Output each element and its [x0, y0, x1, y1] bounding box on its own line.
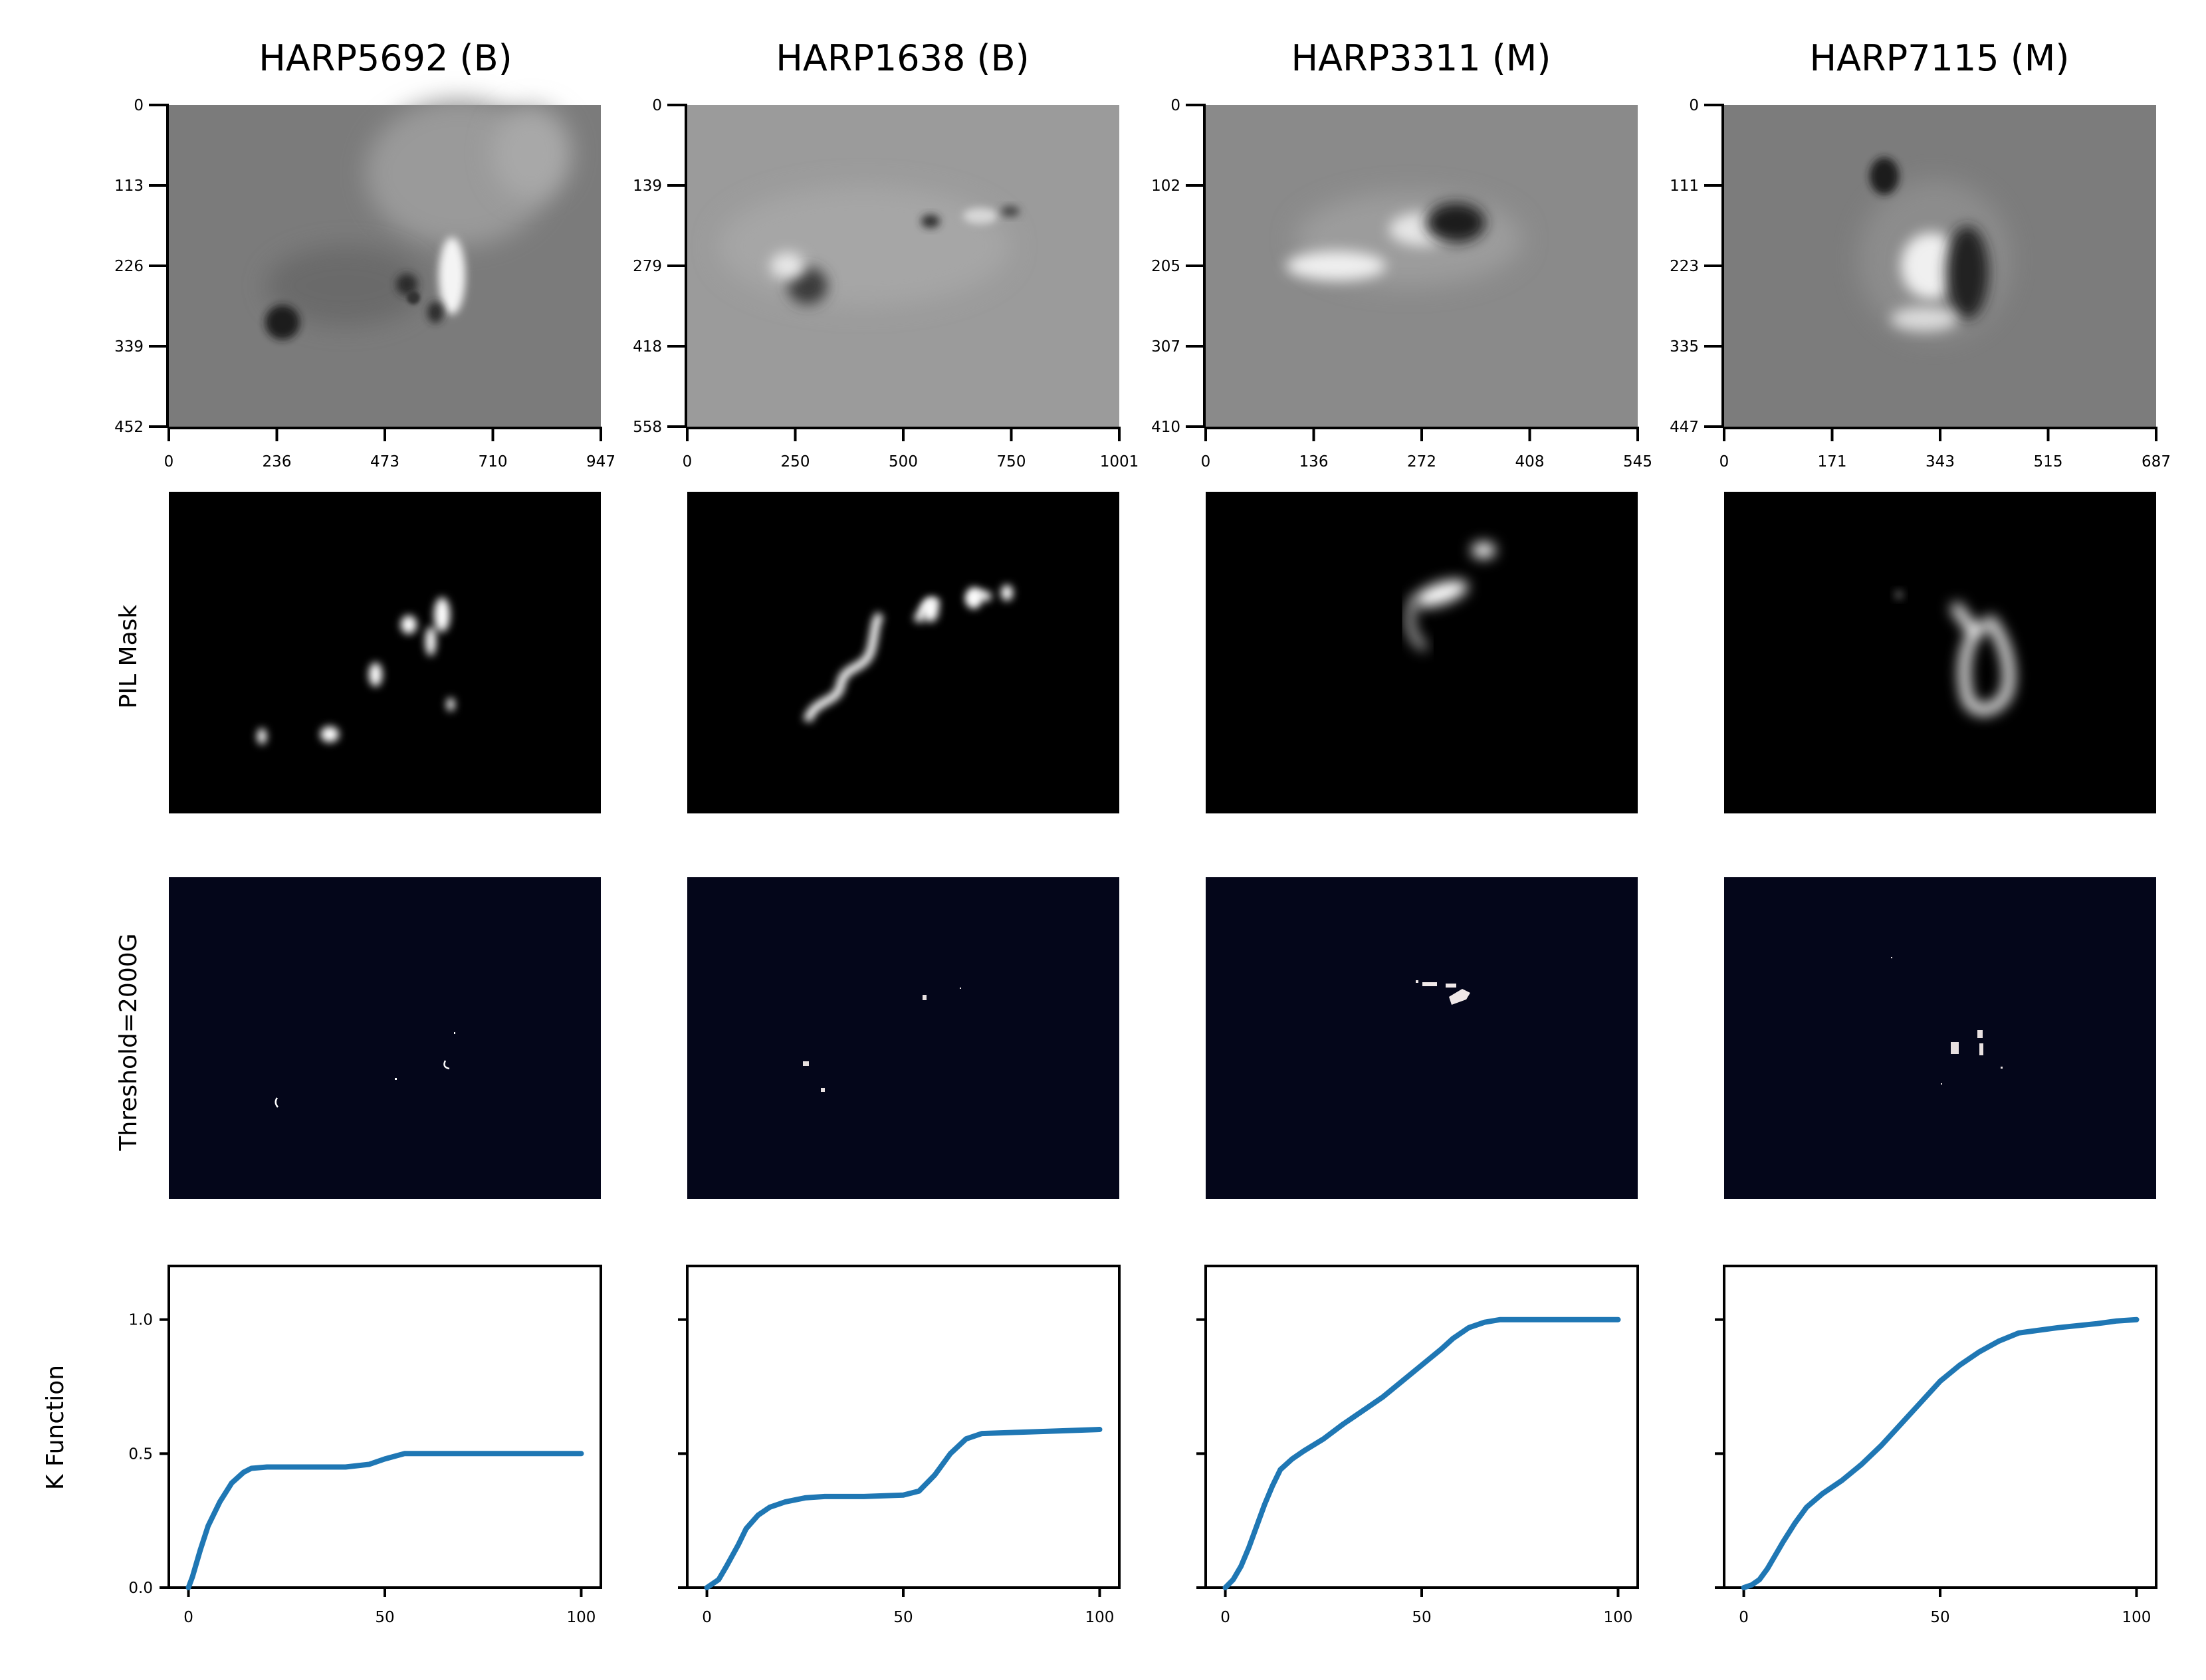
threshold-2: [687, 877, 1119, 1199]
k-ytick-label: 0.5: [128, 1445, 153, 1463]
mag-ytick-label: 279: [633, 258, 662, 275]
k-function-line-3: [1222, 1316, 1621, 1590]
mag-ytick-label: 0: [134, 97, 144, 114]
pil-mask-3: [1206, 492, 1638, 813]
panel-title-3: HARP3311 (M): [1291, 37, 1551, 79]
panel-title-2: HARP1638 (B): [776, 37, 1029, 79]
k-function-line-2: [704, 1427, 1103, 1590]
k-function-plot-3: 0 50 100: [1196, 1265, 1639, 1626]
panel-title-1: HARP5692 (B): [259, 37, 512, 79]
mag-ytick-label: 226: [114, 258, 144, 275]
mag-xtick-label: 0: [164, 453, 174, 471]
mag-ytick-label: 113: [114, 177, 144, 195]
magnetogram-axes-2: 0 139 279 418 558 0 250 500 750 1001: [633, 97, 1139, 471]
mag-xtick-label: 710: [479, 453, 508, 471]
mag-xtick-label: 0: [683, 453, 693, 471]
mag-xtick-label: 272: [1407, 453, 1436, 471]
mag-xtick-label: 0: [1719, 453, 1729, 471]
k-xtick-label: 0: [1739, 1609, 1749, 1626]
mag-ytick-label: 223: [1670, 258, 1699, 275]
k-ytick-label: 0.0: [128, 1580, 153, 1597]
k-plot-frame: [686, 1265, 1121, 1589]
mag-xtick-label: 1001: [1100, 453, 1139, 471]
mag-xtick-label: 947: [586, 453, 615, 471]
k-xtick-label: 50: [893, 1609, 913, 1626]
magnetogram-axes-3: 0 102 205 307 410 0 136 272 408 545: [1151, 97, 1652, 471]
mag-ytick-label: 139: [633, 177, 662, 195]
mag-ytick-label: 410: [1151, 419, 1180, 436]
k-function-line-1: [185, 1451, 584, 1590]
mag-xtick-label: 687: [2142, 453, 2171, 471]
mag-ytick-label: 0: [1689, 97, 1699, 114]
mag-ytick-label: 447: [1670, 419, 1699, 436]
k-xtick-label: 0: [183, 1609, 193, 1626]
threshold-1: [169, 877, 601, 1199]
mag-xtick-label: 500: [889, 453, 918, 471]
k-xtick-label: 0: [702, 1609, 712, 1626]
row-label-pil: PIL Mask: [115, 605, 142, 709]
mag-xtick-label: 236: [263, 453, 292, 471]
mag-ytick-label: 307: [1151, 338, 1180, 356]
magnetogram-2: [687, 105, 1119, 427]
mag-ytick-label: 0: [1170, 97, 1180, 114]
magnetogram-axes-1: 0 113 226 339 452 0 236 473 710 947: [114, 97, 615, 471]
k-xtick-label: 50: [375, 1609, 394, 1626]
mag-ytick-label: 335: [1670, 338, 1699, 356]
k-plot-frame: [167, 1265, 602, 1589]
k-xtick-label: 50: [1412, 1609, 1431, 1626]
pil-mask-4: [1724, 492, 2156, 813]
pil-mask-1: [169, 492, 601, 813]
k-function-line-4: [1741, 1316, 2140, 1590]
mag-xtick-label: 473: [370, 453, 399, 471]
threshold-4: [1724, 877, 2156, 1199]
mag-ytick-label: 111: [1670, 177, 1699, 195]
mag-xtick-label: 515: [2034, 453, 2063, 471]
magnetogram-1: [169, 100, 601, 427]
magnetogram-3: [1206, 105, 1638, 427]
magnetogram-4: [1724, 105, 2156, 427]
k-plot-frame: [1204, 1265, 1639, 1589]
pil-mask-2: [687, 492, 1119, 813]
k-xtick-label: 100: [1085, 1609, 1115, 1626]
mag-ytick-label: 339: [114, 338, 144, 356]
mag-ytick-label: 558: [633, 419, 662, 436]
mag-xtick-label: 171: [1818, 453, 1847, 471]
mag-xtick-label: 545: [1623, 453, 1652, 471]
mag-ytick-label: 205: [1151, 258, 1180, 275]
k-ytick-label: 1.0: [128, 1312, 153, 1329]
mag-xtick-label: 0: [1201, 453, 1211, 471]
k-xtick-label: 100: [1604, 1609, 1633, 1626]
k-function-plot-4: 0 50 100: [1715, 1265, 2157, 1626]
k-xtick-label: 100: [2122, 1609, 2151, 1626]
k-function-plot-1: 0 50 100 0.0 0.5 1.0: [128, 1265, 602, 1626]
mag-xtick-label: 408: [1515, 453, 1545, 471]
k-plot-frame: [1723, 1265, 2157, 1589]
threshold-3: [1206, 877, 1638, 1199]
mag-xtick-label: 750: [997, 453, 1026, 471]
row-label-threshold: Threshold=2000G: [115, 933, 142, 1151]
k-xtick-label: 50: [1930, 1609, 1949, 1626]
mag-ytick-label: 418: [633, 338, 662, 356]
k-function-plots: 0 50 100 0.0 0.5 1.0 0 50 100 0 50 100 0 50 100: [128, 1265, 2157, 1626]
mag-xtick-label: 250: [781, 453, 810, 471]
mag-ytick-label: 0: [652, 97, 662, 114]
magnetogram-axes-4: 0 111 223 335 447 0 171 343 515 687: [1670, 97, 2171, 471]
mag-ytick-label: 102: [1151, 177, 1180, 195]
k-xtick-label: 0: [1220, 1609, 1230, 1626]
row-label-k: K Function: [42, 1365, 69, 1490]
mag-xtick-label: 343: [1926, 453, 1955, 471]
k-xtick-label: 100: [567, 1609, 596, 1626]
mag-xtick-label: 136: [1299, 453, 1329, 471]
panel-title-4: HARP7115 (M): [1810, 37, 2070, 79]
k-function-plot-2: 0 50 100: [678, 1265, 1121, 1626]
mag-ytick-label: 452: [114, 419, 144, 436]
